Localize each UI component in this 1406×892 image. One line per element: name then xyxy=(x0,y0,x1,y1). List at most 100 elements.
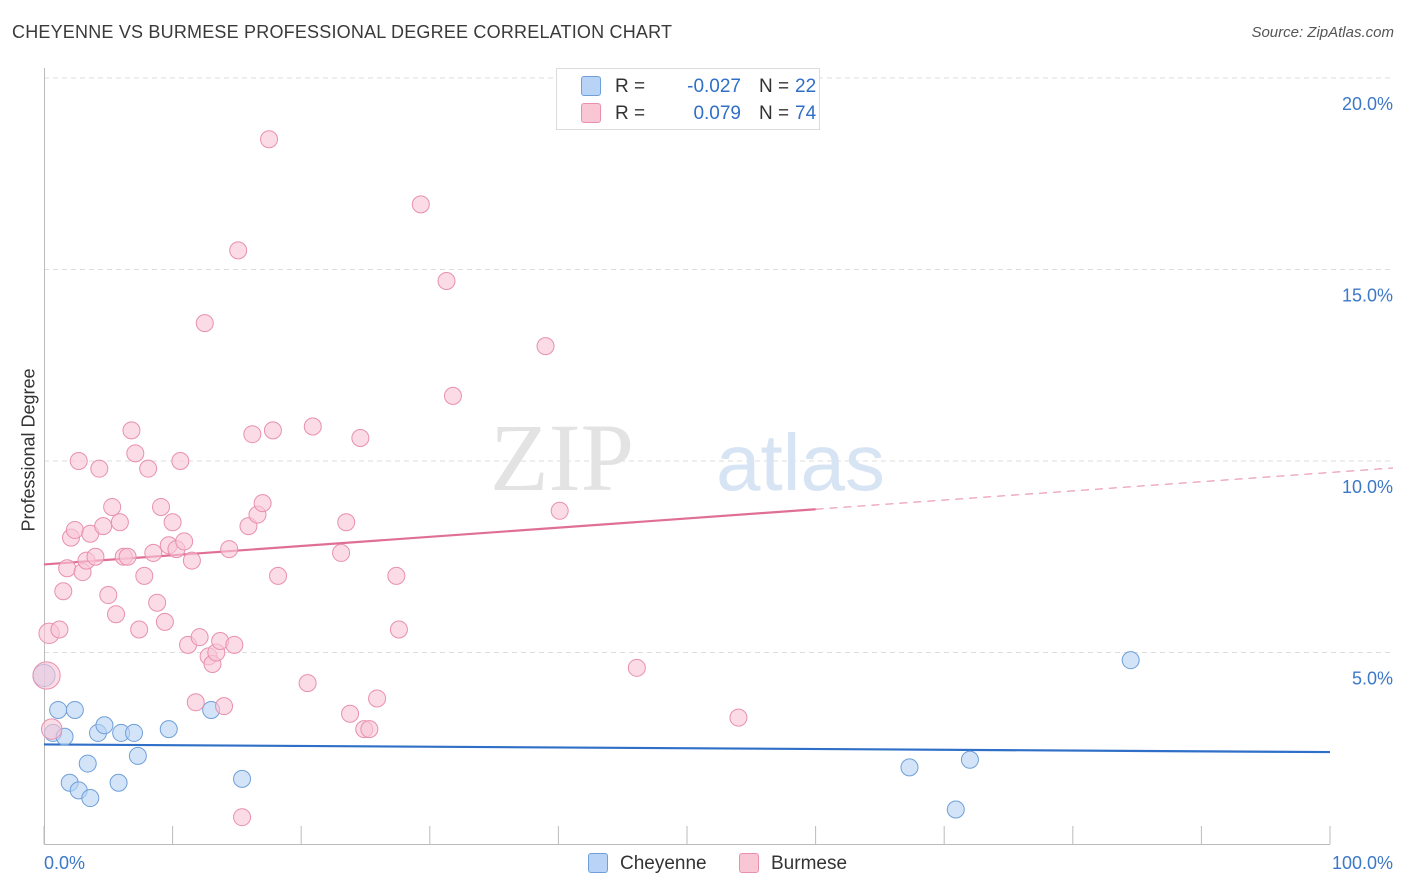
burmese-point xyxy=(99,586,118,605)
stats-legend: R = -0.027 N = 22 R = 0.079 N = 74 xyxy=(556,68,820,130)
cheyenne-point xyxy=(900,758,919,777)
burmese-point xyxy=(107,605,126,624)
n-label: N = xyxy=(759,103,790,124)
x-tick-labels: 0.0% 100.0% xyxy=(44,853,1393,873)
cheyenne-swatch xyxy=(588,853,608,873)
burmese-point xyxy=(190,628,209,647)
burmese-point xyxy=(260,130,279,149)
burmese-point xyxy=(126,444,145,463)
burmese-point xyxy=(443,386,462,405)
cheyenne-point xyxy=(65,700,84,719)
chart-title: CHEYENNE VS BURMESE PROFESSIONAL DEGREE … xyxy=(12,22,673,42)
cheyenne-point xyxy=(1121,651,1140,670)
burmese-point xyxy=(269,566,288,585)
cheyenne-point xyxy=(159,720,178,739)
burmese-point xyxy=(86,547,105,566)
burmese-swatch xyxy=(739,853,759,873)
y-axis-label: Professional Degree xyxy=(18,368,39,532)
burmese-point xyxy=(135,566,154,585)
cheyenne-point xyxy=(109,773,128,792)
legend-label-burmese: Burmese xyxy=(771,853,848,874)
burmese-point xyxy=(360,720,379,739)
y-tick-labels: 5.0% 10.0% 15.0% 20.0% xyxy=(1342,94,1393,689)
burmese-point xyxy=(94,517,113,536)
cheyenne-point xyxy=(49,700,68,719)
burmese-point xyxy=(550,501,569,520)
burmese-trend-extension xyxy=(815,467,1394,510)
n-label: N = xyxy=(759,76,790,97)
y-tick-label: 10.0% xyxy=(1342,477,1393,497)
burmese-point xyxy=(368,689,387,708)
r-value: -0.027 xyxy=(687,76,741,97)
burmese-point xyxy=(263,421,282,440)
cheyenne-point xyxy=(95,716,114,735)
burmese-point xyxy=(50,620,69,639)
x-tick-label-max: 100.0% xyxy=(1332,853,1393,873)
burmese-point xyxy=(411,195,430,214)
burmese-point xyxy=(233,808,252,827)
burmese-point xyxy=(148,593,167,612)
r-label: R = xyxy=(615,103,646,124)
burmese-point xyxy=(139,459,158,478)
watermark-zip: ZIP xyxy=(490,404,634,511)
burmese-point xyxy=(110,513,129,532)
burmese-point xyxy=(215,697,234,716)
burmese-point xyxy=(58,559,77,578)
trend-lines xyxy=(43,467,1394,754)
source-note: Source: ZipAtlas.com xyxy=(1251,24,1394,41)
y-axis-label-wrap: Professional Degree xyxy=(14,300,44,600)
burmese-point xyxy=(337,513,356,532)
burmese-point xyxy=(122,421,141,440)
cheyenne-point xyxy=(125,723,144,742)
burmese-point xyxy=(243,425,262,444)
watermark-atlas: atlas xyxy=(716,418,885,507)
cheyenne-point xyxy=(946,800,965,819)
burmese-point xyxy=(389,620,408,639)
burmese-point xyxy=(171,452,190,470)
burmese-point xyxy=(332,543,351,562)
burmese-point xyxy=(103,497,122,516)
burmese-point xyxy=(175,532,194,551)
x-ticks xyxy=(43,826,1331,844)
burmese-point xyxy=(186,693,205,712)
burmese-point xyxy=(729,708,748,727)
burmese-point xyxy=(229,241,248,260)
r-value: 0.079 xyxy=(693,103,741,124)
cheyenne-point xyxy=(78,754,97,773)
r-label: R = xyxy=(615,76,646,97)
burmese-point xyxy=(163,513,182,532)
burmese-point xyxy=(130,620,149,639)
burmese-point xyxy=(387,566,406,585)
burmese-point xyxy=(69,452,88,470)
cheyenne-point xyxy=(128,746,147,765)
burmese-point xyxy=(437,271,456,290)
burmese-point xyxy=(118,547,137,566)
cheyenne-swatch xyxy=(581,76,601,96)
cheyenne-point xyxy=(233,769,252,788)
burmese-point xyxy=(341,704,360,723)
burmese-point xyxy=(41,718,63,740)
burmese-point xyxy=(536,337,555,356)
n-value: 74 xyxy=(795,103,817,124)
data-points xyxy=(32,130,1140,827)
y-tick-label: 15.0% xyxy=(1342,286,1393,306)
burmese-point xyxy=(32,661,61,690)
burmese-swatch xyxy=(581,103,601,123)
cheyenne-point xyxy=(960,750,979,769)
burmese-point xyxy=(90,459,109,478)
legend-label-cheyenne: Cheyenne xyxy=(620,853,707,874)
y-tick-label: 5.0% xyxy=(1352,669,1393,689)
cheyenne-trend-line xyxy=(43,743,1331,754)
gridlines xyxy=(44,77,1393,653)
burmese-point xyxy=(144,543,163,562)
burmese-point xyxy=(155,612,174,631)
y-tick-label: 20.0% xyxy=(1342,94,1393,114)
burmese-point xyxy=(220,540,239,559)
n-value: 22 xyxy=(795,76,817,97)
burmese-point xyxy=(195,314,214,333)
axes xyxy=(43,68,1331,845)
burmese-point xyxy=(303,417,322,436)
burmese-point xyxy=(182,551,201,570)
cheyenne-point xyxy=(81,789,100,808)
